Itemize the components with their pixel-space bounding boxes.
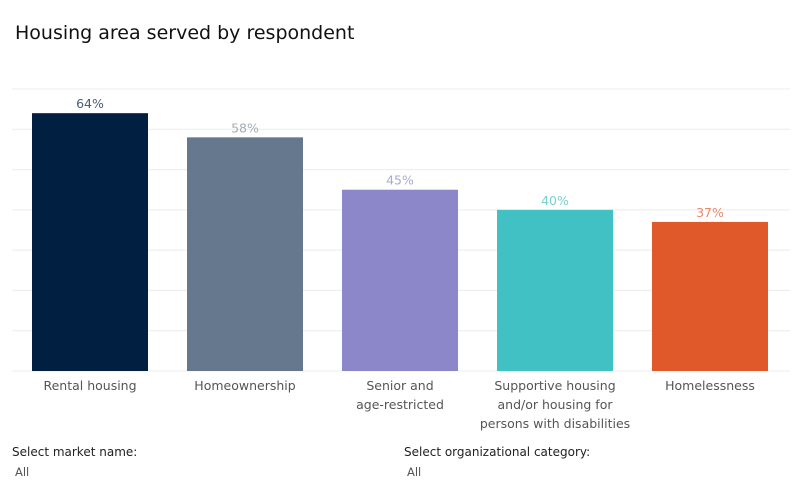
category-label: Senior and (366, 378, 433, 393)
category-filter[interactable]: Select organizational category: All (404, 445, 590, 479)
value-label: 64% (76, 96, 104, 111)
bar[interactable] (187, 137, 303, 371)
category-label: Homelessness (665, 378, 755, 393)
value-label: 58% (231, 120, 259, 135)
bar[interactable] (652, 221, 768, 371)
category-labels: Rental housing Homeownership Senior and age… (43, 378, 754, 431)
market-filter-value[interactable]: All (15, 465, 30, 479)
category-label: and/or housing for (498, 397, 614, 412)
category-label: Homeownership (194, 378, 295, 393)
category-filter-label: Select organizational category: (404, 445, 591, 459)
value-label: 40% (541, 193, 569, 208)
bars (32, 113, 768, 372)
market-filter[interactable]: Select market name: All (12, 445, 137, 479)
value-labels: 64% 58% 45% 40% 37% (76, 96, 724, 220)
bar[interactable] (32, 113, 148, 372)
value-label: 37% (696, 205, 724, 220)
chart-title: Housing area served by respondent (15, 22, 355, 44)
bar[interactable] (342, 189, 458, 371)
category-filter-value[interactable]: All (407, 465, 422, 479)
category-label: Rental housing (43, 378, 136, 393)
bar[interactable] (497, 209, 613, 371)
category-label: age-restricted (356, 397, 444, 412)
value-label: 45% (386, 173, 414, 188)
market-filter-label: Select market name: (12, 445, 138, 459)
bar-chart: 64% 58% 45% 40% 37% Rental housing Homeowners… (12, 88, 790, 431)
category-label: persons with disabilities (480, 416, 630, 431)
category-label: Supportive housing (494, 378, 615, 393)
